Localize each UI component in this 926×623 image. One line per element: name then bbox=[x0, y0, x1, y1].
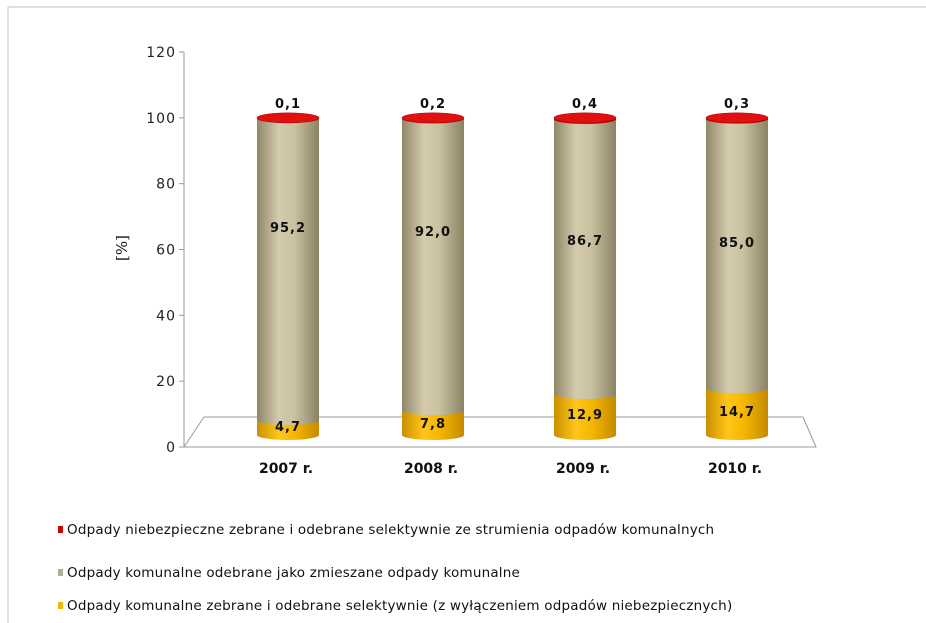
data-labels-group: 0,1 95,2 4,7 0,2 92,0 7,8 0,4 86,7 12,9 0,3 85,0 14… bbox=[270, 97, 755, 435]
data-label-selective: 14,7 bbox=[719, 405, 755, 420]
bar-stack-3 bbox=[553, 112, 617, 440]
x-tick-label: 2008 r. bbox=[404, 461, 458, 477]
y-tick-label: 80 bbox=[156, 177, 176, 193]
bar-segment-mixed bbox=[257, 118, 319, 426]
chart-floor bbox=[183, 416, 817, 448]
bars-group bbox=[256, 112, 769, 440]
data-label-selective: 7,8 bbox=[420, 417, 446, 432]
bar-segment-selective bbox=[402, 410, 464, 440]
bar-top-cap bbox=[553, 112, 617, 124]
data-label-hazardous: 0,2 bbox=[420, 97, 446, 112]
data-label-mixed: 86,7 bbox=[567, 234, 603, 249]
x-tick-label: 2010 r. bbox=[708, 461, 762, 477]
data-label-hazardous: 0,1 bbox=[275, 97, 301, 112]
legend-label: Odpady komunalne odebrane jako zmieszane… bbox=[67, 565, 521, 581]
bar-segment-mixed bbox=[402, 118, 464, 416]
y-tick-label: 60 bbox=[156, 243, 176, 259]
y-axis-label: [%] bbox=[113, 235, 131, 261]
y-tick-label: 0 bbox=[166, 440, 176, 456]
data-label-hazardous: 0,4 bbox=[572, 97, 598, 112]
bar-stack-4 bbox=[705, 112, 769, 440]
legend-item-hazardous: Odpady niebezpieczne zebrane i odebrane … bbox=[58, 522, 714, 538]
x-tick-label: 2009 r. bbox=[556, 461, 610, 477]
y-tick-label: 40 bbox=[156, 308, 176, 324]
bar-top-cap bbox=[256, 112, 320, 124]
bar-segment-selective bbox=[554, 394, 616, 440]
legend-swatch-yellow bbox=[58, 601, 63, 609]
legend-item-selective: Odpady komunalne zebrane i odebrane sele… bbox=[58, 598, 732, 614]
legend-label: Odpady komunalne zebrane i odebrane sele… bbox=[67, 598, 733, 614]
legend-label: Odpady niebezpieczne zebrane i odebrane … bbox=[67, 522, 715, 538]
bar-segment-selective bbox=[706, 388, 768, 440]
data-label-selective: 4,7 bbox=[275, 420, 301, 435]
data-label-mixed: 95,2 bbox=[270, 221, 306, 236]
y-tick-label: 100 bbox=[146, 111, 176, 127]
legend-swatch-gray bbox=[58, 568, 63, 576]
data-label-mixed: 85,0 bbox=[719, 236, 755, 251]
data-label-selective: 12,9 bbox=[567, 408, 603, 423]
bar-segment-mixed bbox=[554, 119, 616, 400]
x-tick-label: 2007 r. bbox=[259, 461, 313, 477]
bar-segment-selective bbox=[257, 420, 319, 440]
data-label-hazardous: 0,3 bbox=[724, 97, 750, 112]
bar-top-cap bbox=[705, 112, 769, 124]
y-axis: 0 20 40 60 80 100 120 bbox=[146, 45, 185, 456]
bar-top-cap bbox=[401, 112, 465, 124]
bar-segment-mixed bbox=[706, 118, 768, 394]
bar-stack-2 bbox=[401, 112, 465, 440]
legend-item-mixed: Odpady komunalne odebrane jako zmieszane… bbox=[58, 565, 520, 581]
data-label-mixed: 92,0 bbox=[415, 225, 451, 240]
y-tick-label: 20 bbox=[156, 374, 176, 390]
y-tick-label: 120 bbox=[146, 45, 176, 61]
bar-stack-1 bbox=[256, 112, 320, 440]
x-axis-tick-labels: 2007 r. 2008 r. 2009 r. 2010 r. bbox=[259, 461, 762, 477]
legend-swatch-red bbox=[58, 525, 63, 533]
